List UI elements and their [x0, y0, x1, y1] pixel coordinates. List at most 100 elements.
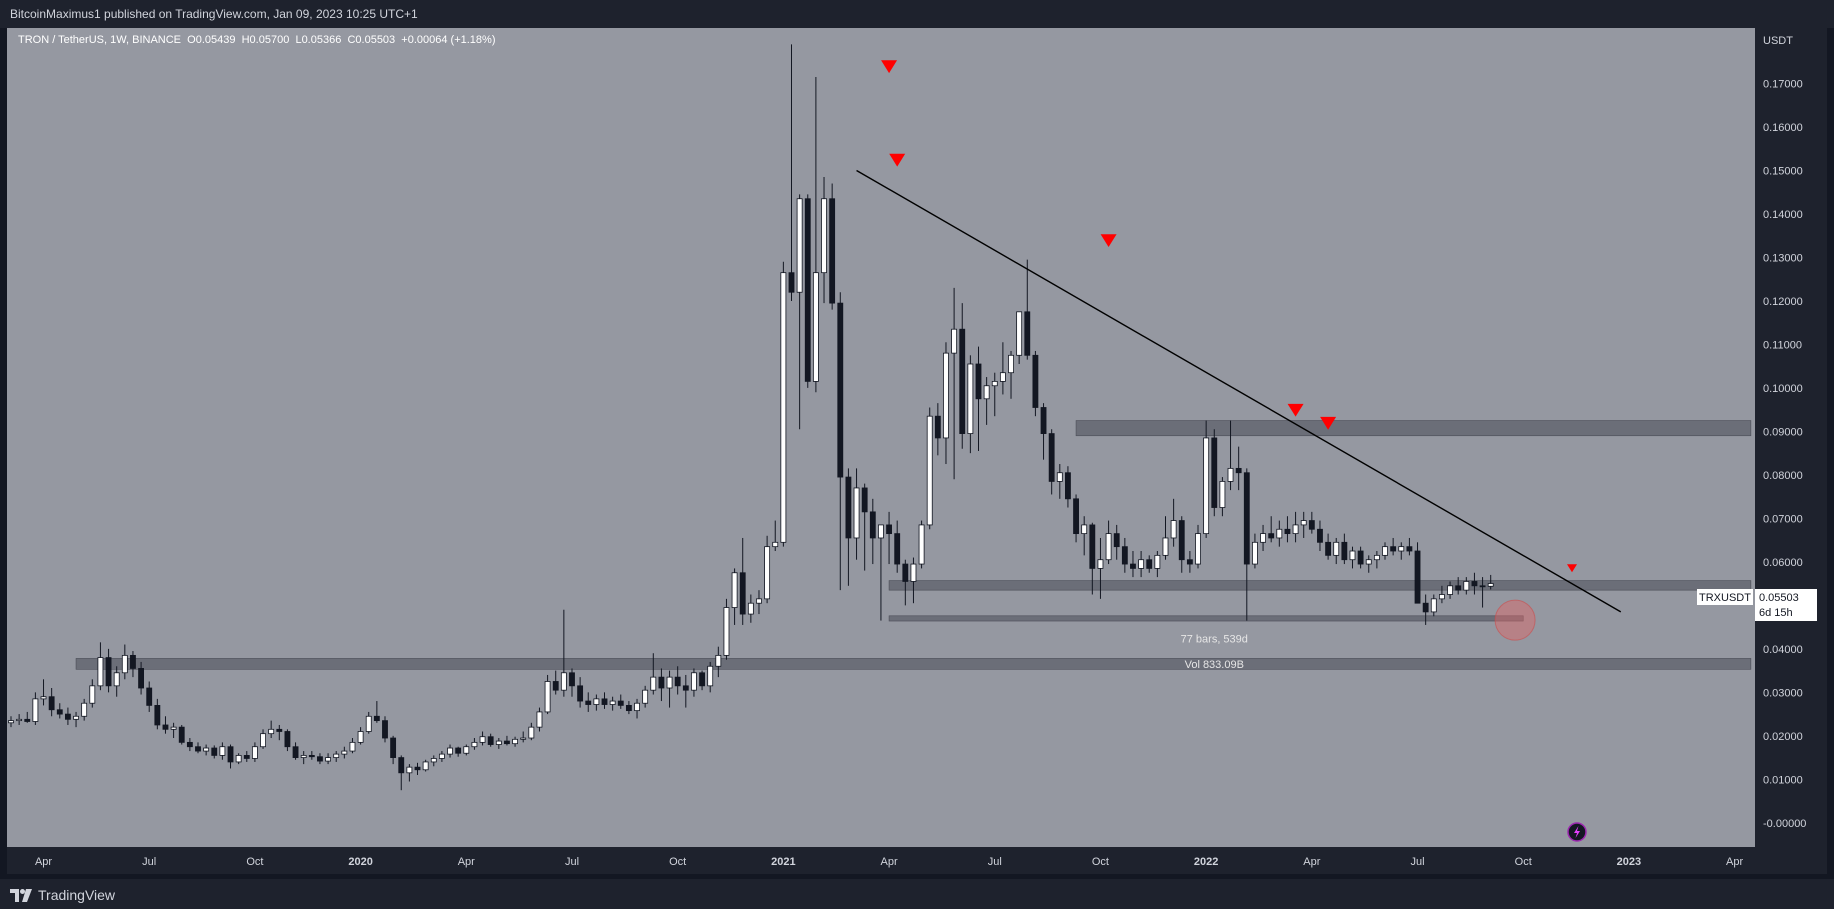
candle[interactable]: [1195, 524, 1201, 569]
candle[interactable]: [1317, 520, 1323, 552]
candle[interactable]: [1121, 537, 1128, 573]
candle[interactable]: [1024, 259, 1031, 360]
candle[interactable]: [552, 670, 559, 695]
candle[interactable]: [845, 468, 852, 586]
candle[interactable]: [1219, 477, 1226, 517]
candle[interactable]: [536, 707, 543, 732]
candle[interactable]: [162, 716, 169, 734]
candle[interactable]: [1016, 311, 1023, 365]
zone-3[interactable]: [75, 658, 1752, 670]
candle[interactable]: [373, 701, 380, 723]
candle[interactable]: [1113, 524, 1120, 560]
candle[interactable]: [926, 407, 933, 530]
candle[interactable]: [1390, 537, 1397, 556]
candle[interactable]: [869, 498, 876, 565]
candle[interactable]: [1406, 537, 1413, 556]
candle[interactable]: [170, 722, 177, 739]
candle[interactable]: [56, 703, 63, 719]
candle[interactable]: [154, 698, 161, 730]
candle[interactable]: [1227, 420, 1234, 491]
candle[interactable]: [788, 44, 795, 301]
candle[interactable]: [398, 755, 405, 791]
candle[interactable]: [1211, 429, 1218, 517]
candle[interactable]: [1178, 516, 1185, 573]
candle[interactable]: [260, 729, 266, 749]
candle[interactable]: [1235, 446, 1242, 491]
candle[interactable]: [837, 292, 844, 591]
candle[interactable]: [1138, 551, 1145, 578]
candle[interactable]: [1479, 577, 1486, 608]
candle[interactable]: [73, 711, 79, 728]
candle[interactable]: [1186, 551, 1193, 573]
candle[interactable]: [349, 738, 356, 754]
candle[interactable]: [1154, 551, 1161, 578]
candle[interactable]: [853, 468, 860, 560]
candle[interactable]: [812, 76, 819, 393]
candle[interactable]: [585, 692, 592, 712]
candle[interactable]: [1097, 537, 1104, 599]
candle[interactable]: [1048, 429, 1055, 495]
zone-2[interactable]: [888, 615, 1524, 622]
candle[interactable]: [886, 511, 892, 565]
candle[interactable]: [1260, 524, 1266, 552]
time-axis[interactable]: Apr Jul Oct 2020 Apr Jul Oct 2021 Apr Jul Oct 2022 A…: [35, 856, 1744, 868]
candle[interactable]: [560, 609, 567, 697]
candle[interactable]: [975, 346, 982, 451]
candle[interactable]: [674, 666, 681, 695]
candle[interactable]: [804, 194, 811, 388]
candle[interactable]: [1447, 581, 1453, 599]
tradingview-logo[interactable]: TradingView: [10, 887, 115, 903]
candle[interactable]: [1341, 533, 1348, 565]
candle[interactable]: [1365, 555, 1372, 573]
candle[interactable]: [81, 698, 88, 721]
candle[interactable]: [691, 668, 697, 697]
candle[interactable]: [130, 651, 136, 678]
candle[interactable]: [178, 724, 185, 745]
candle[interactable]: [1487, 574, 1494, 590]
candle[interactable]: [414, 762, 421, 775]
zone-0[interactable]: [1075, 420, 1752, 437]
candle[interactable]: [382, 716, 388, 743]
candle[interactable]: [1243, 468, 1250, 621]
candle[interactable]: [934, 403, 941, 456]
candle[interactable]: [601, 692, 608, 709]
candle[interactable]: [569, 668, 575, 697]
candle[interactable]: [479, 731, 486, 746]
candle[interactable]: [666, 670, 673, 708]
candle[interactable]: [292, 742, 299, 760]
candle[interactable]: [528, 722, 535, 741]
candle[interactable]: [1203, 420, 1210, 538]
candlestick-chart[interactable]: 77 bars, 539d Vol 833.09B 0.17000 0.16000…: [7, 28, 1827, 874]
candle[interactable]: [650, 653, 657, 695]
candle[interactable]: [520, 731, 527, 743]
candle[interactable]: [284, 729, 291, 752]
candle[interactable]: [910, 557, 917, 604]
candle[interactable]: [251, 742, 258, 762]
candle[interactable]: [97, 642, 104, 691]
candle[interactable]: [609, 696, 616, 711]
candle[interactable]: [1430, 594, 1437, 617]
candle[interactable]: [1276, 520, 1283, 547]
candle[interactable]: [715, 646, 722, 678]
candle[interactable]: [829, 183, 836, 310]
candle[interactable]: [8, 716, 14, 728]
candle[interactable]: [341, 746, 348, 759]
candle[interactable]: [1089, 522, 1096, 595]
candle[interactable]: [268, 720, 275, 739]
candle[interactable]: [699, 670, 705, 691]
candle[interactable]: [219, 742, 226, 760]
candle[interactable]: [105, 648, 112, 693]
candle[interactable]: [48, 688, 55, 717]
candle[interactable]: [422, 759, 429, 772]
candle[interactable]: [203, 744, 210, 756]
candle[interactable]: [186, 738, 193, 752]
candle[interactable]: [1422, 594, 1429, 625]
candle[interactable]: [894, 520, 901, 573]
candle[interactable]: [333, 751, 340, 762]
candle[interactable]: [999, 342, 1006, 395]
candle[interactable]: [24, 711, 31, 723]
candle[interactable]: [113, 666, 120, 697]
candle[interactable]: [1300, 511, 1307, 538]
candle[interactable]: [625, 701, 632, 715]
candle[interactable]: [983, 377, 990, 425]
